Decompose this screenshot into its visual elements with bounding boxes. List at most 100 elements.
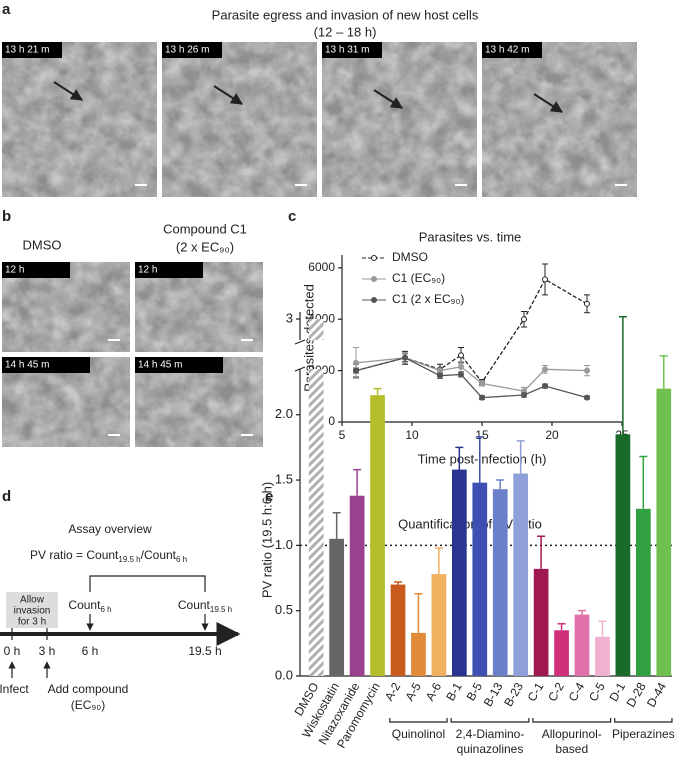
x-tick-label: 10 bbox=[405, 428, 419, 442]
marker bbox=[402, 354, 408, 361]
micrograph-texture bbox=[322, 42, 477, 197]
assay-diagram: Assay overview PV ratio = Count19.5 h/Co… bbox=[0, 522, 241, 712]
bar-upper bbox=[308, 319, 324, 340]
series-line bbox=[355, 278, 588, 384]
legend-label: DMSO bbox=[392, 250, 428, 264]
column-note: (2 x EC₉₀) bbox=[176, 239, 234, 254]
micrograph-texture bbox=[2, 42, 157, 197]
micrograph-texture bbox=[482, 42, 637, 197]
legend-label: C1 (EC₉₀) bbox=[392, 271, 445, 285]
time-label: 6 h bbox=[82, 644, 99, 658]
error-bar bbox=[618, 315, 627, 435]
stamp-box bbox=[135, 262, 203, 278]
error-bar bbox=[578, 609, 586, 615]
bar bbox=[615, 434, 631, 676]
x-tick-label: C-5 bbox=[586, 680, 608, 704]
marker bbox=[458, 352, 464, 359]
panel-subtitle: (12 – 18 h) bbox=[314, 24, 377, 39]
marker bbox=[437, 372, 443, 379]
error-bar bbox=[373, 387, 382, 396]
micrograph-texture bbox=[162, 42, 317, 197]
error-bar bbox=[455, 446, 464, 470]
y-tick-label: 2.0 bbox=[275, 406, 293, 421]
series-line bbox=[355, 357, 588, 399]
count-text: Count bbox=[178, 598, 211, 612]
x-tick-label: 15 bbox=[475, 428, 489, 442]
legend-marker bbox=[371, 276, 377, 282]
x-tick-label: 5 bbox=[339, 428, 346, 442]
event-label: (EC₉₀) bbox=[71, 698, 105, 712]
formula-sub: 19.5 h bbox=[118, 555, 140, 564]
panel-title: Parasite egress and invasion of new host… bbox=[212, 7, 479, 22]
y-axis-label: PV ratio (19.5 h:6 h) bbox=[259, 482, 274, 598]
formula-sub: 6 h bbox=[176, 555, 187, 564]
bar bbox=[349, 495, 365, 676]
timestamp: 12 h bbox=[138, 265, 157, 276]
event-label: Add compound bbox=[48, 682, 129, 696]
stamp-box bbox=[162, 42, 222, 58]
count-sub: 19.5 h bbox=[210, 605, 232, 614]
timestamp: 13 h 42 m bbox=[485, 45, 529, 56]
marker bbox=[437, 367, 443, 374]
stamp-box bbox=[135, 357, 223, 373]
x-tick-label: B-13 bbox=[481, 680, 506, 709]
bar bbox=[656, 388, 672, 676]
y-tick-label: 0.5 bbox=[275, 602, 293, 617]
panel-label: b bbox=[2, 208, 11, 225]
axis-break bbox=[294, 339, 306, 372]
count-label: Count19.5 h bbox=[178, 598, 232, 614]
box-text: Allow bbox=[20, 595, 45, 606]
arrow bbox=[533, 93, 564, 113]
marker bbox=[479, 394, 485, 401]
bar bbox=[451, 469, 467, 676]
timestamp: 14 h 45 m bbox=[138, 360, 182, 371]
chart-title: Parasites vs. time bbox=[419, 229, 522, 244]
marker bbox=[542, 383, 548, 390]
x-tick-label: D-28 bbox=[624, 680, 649, 710]
x-tick-label: C-1 bbox=[525, 680, 547, 704]
bracket bbox=[89, 575, 206, 592]
arrow bbox=[373, 89, 404, 109]
timestamp: 14 h 45 m bbox=[5, 360, 49, 371]
stamp-box bbox=[322, 42, 382, 58]
x-tick-label: C-2 bbox=[545, 680, 567, 704]
bar bbox=[411, 632, 426, 676]
box-text: invasion bbox=[14, 606, 51, 617]
x-tick-label: 20 bbox=[545, 428, 559, 442]
bar bbox=[431, 574, 447, 676]
error-bar bbox=[557, 622, 566, 631]
error-bar bbox=[639, 455, 648, 509]
y-tick-label: 3 bbox=[286, 310, 293, 325]
micrographs: 13 h 21 m 13 h 26 m 13 h 31 m 13 h 42 m 12 h… bbox=[2, 42, 637, 447]
error-bar bbox=[353, 468, 362, 496]
timestamp: 13 h 26 m bbox=[165, 45, 209, 56]
bar bbox=[370, 395, 385, 676]
group-label: Piperazines bbox=[612, 727, 675, 741]
arrow bbox=[53, 81, 84, 101]
panel-label: d bbox=[2, 488, 11, 505]
legend-label: C1 (2 x EC₉₀) bbox=[392, 292, 464, 306]
legend-marker bbox=[371, 297, 377, 303]
y-tick-label: 1.5 bbox=[275, 471, 293, 486]
error-bar bbox=[332, 511, 341, 539]
bar bbox=[533, 568, 549, 676]
y-tick-label: 0.0 bbox=[275, 667, 293, 682]
error-bar bbox=[394, 581, 402, 585]
group-bracket bbox=[614, 718, 673, 723]
formula-part: PV ratio = Count bbox=[30, 548, 119, 562]
stamp-box bbox=[2, 357, 90, 373]
group-label: Quinolinol bbox=[392, 727, 445, 741]
time-label: 0 h bbox=[4, 644, 21, 658]
column-label: DMSO bbox=[23, 237, 62, 252]
group-label: Allopurinol- bbox=[542, 727, 602, 741]
group-bracket bbox=[450, 718, 530, 723]
formula-part: /Count bbox=[141, 548, 177, 562]
error-bar bbox=[496, 479, 505, 490]
time-label: 19.5 h bbox=[188, 644, 221, 658]
bar bbox=[595, 636, 610, 676]
marker bbox=[521, 316, 527, 323]
bar bbox=[390, 584, 406, 676]
error-bar bbox=[537, 535, 546, 569]
group-bracket bbox=[532, 718, 612, 723]
marker bbox=[479, 380, 485, 387]
